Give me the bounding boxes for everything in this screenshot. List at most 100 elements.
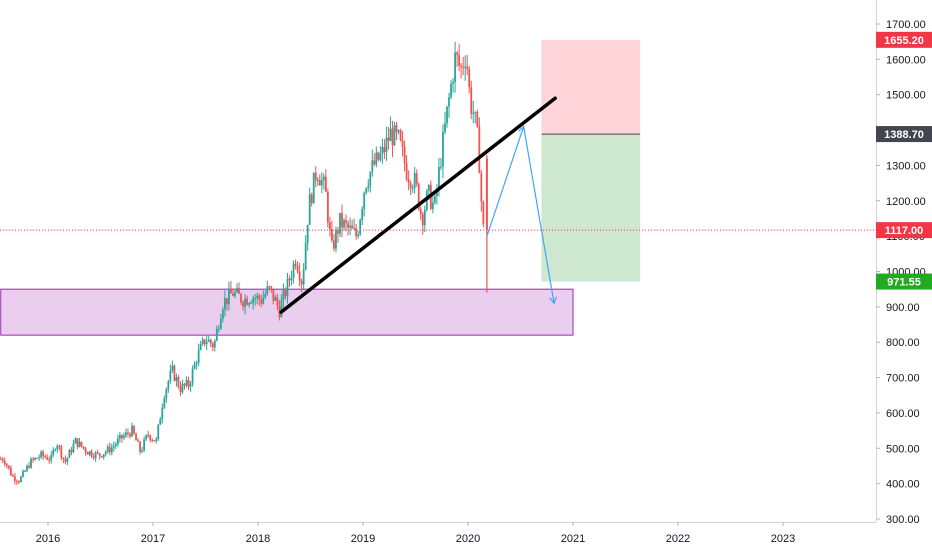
candle-body — [252, 298, 255, 303]
trendline[interactable] — [279, 96, 557, 314]
price-tag-background — [876, 222, 932, 239]
candle-body — [173, 365, 176, 381]
price-tag-background — [876, 126, 932, 143]
candle-body — [30, 458, 32, 468]
candle-body — [335, 229, 337, 249]
candle-body — [187, 380, 190, 387]
candle-body — [62, 457, 65, 460]
candle-body — [377, 152, 380, 160]
x-axis-tick-label: 2023 — [771, 533, 795, 545]
y-axis-tick-label: 500.00 — [886, 443, 920, 455]
candle-body — [324, 176, 327, 193]
candle-body — [242, 302, 244, 307]
candle-body — [228, 288, 230, 305]
candle-body — [234, 291, 236, 296]
candle-body — [387, 137, 390, 142]
y-axis-tick-label: 400.00 — [886, 479, 920, 491]
candle-body — [452, 82, 454, 84]
candle-body — [118, 434, 121, 439]
candle-body — [58, 445, 61, 447]
projection-arrowhead-up — [518, 125, 526, 134]
projection-arrowhead-down — [549, 296, 557, 305]
candle-body — [294, 263, 297, 266]
candle-body — [88, 451, 91, 455]
candle-body — [298, 271, 301, 281]
candle-body — [32, 458, 34, 460]
candle-body — [268, 286, 271, 288]
candle-body — [474, 111, 477, 113]
candle-body — [96, 452, 99, 454]
candle-body — [175, 377, 178, 381]
candle-body — [189, 383, 192, 387]
candle-body — [135, 433, 137, 441]
short-position-risk-zone[interactable] — [541, 39, 641, 135]
candle-body — [161, 407, 164, 419]
candle-body — [485, 158, 488, 231]
candle-body — [458, 54, 461, 66]
candle-body — [304, 243, 307, 270]
candle-body — [104, 451, 107, 455]
candle-body — [46, 457, 49, 460]
candle-body — [54, 449, 57, 451]
x-axis-tick-label: 2018 — [246, 533, 270, 545]
candle-body — [11, 475, 14, 477]
candle-body — [359, 220, 362, 235]
candle-body — [127, 432, 129, 434]
candle-body — [399, 130, 402, 141]
candle-body — [106, 446, 109, 452]
candle-body — [444, 123, 446, 133]
short-position-reward-zone[interactable] — [541, 134, 641, 282]
candle-body — [280, 300, 283, 318]
candle-body — [318, 179, 321, 186]
candle-body — [0, 458, 2, 460]
candle-body — [18, 481, 20, 483]
candle-body — [82, 446, 85, 449]
candle-body — [94, 452, 97, 458]
candle-body — [84, 448, 87, 453]
candle-body — [470, 87, 473, 114]
candle-body — [423, 210, 426, 226]
y-axis-tick-label: 1600.00 — [886, 54, 926, 66]
candle-body — [351, 225, 353, 229]
candle-body — [448, 97, 450, 107]
candle-body — [80, 441, 83, 447]
candle-body — [137, 440, 139, 442]
candle-body — [24, 470, 26, 472]
candle-body — [236, 288, 238, 292]
candle-body — [50, 455, 53, 461]
candle-body — [464, 66, 467, 68]
candle-body — [440, 166, 442, 168]
candle-body — [349, 225, 351, 228]
candle-body — [326, 192, 329, 223]
candle-body — [219, 318, 222, 329]
candle-body — [391, 128, 394, 146]
candle-body — [129, 433, 131, 437]
candle-body — [302, 269, 305, 285]
candle-body — [207, 339, 210, 342]
candle-body — [478, 126, 481, 174]
candle-body — [258, 295, 261, 300]
y-axis-tick-label: 1700.00 — [886, 19, 926, 31]
candle-body — [3, 461, 6, 465]
support-zone-rect[interactable] — [0, 288, 574, 336]
candle-body — [64, 459, 67, 462]
candle-body — [383, 146, 386, 153]
candle-body — [413, 173, 416, 188]
candle-body — [389, 128, 392, 142]
candle-body — [292, 263, 295, 278]
candle-body — [367, 185, 370, 189]
candle-body — [90, 451, 93, 457]
candle-body — [223, 298, 226, 310]
time-axis[interactable]: 2016 2017 2018 2019 2020 2021 2022 2023 — [36, 522, 795, 545]
candle-body — [74, 438, 77, 444]
candle-body — [395, 125, 398, 132]
candle-body — [314, 172, 317, 181]
price-tag-background — [876, 273, 932, 290]
price-tag: 971.55 — [876, 273, 932, 290]
candle-body — [462, 66, 465, 68]
candle-body — [260, 299, 263, 304]
candle-body — [296, 265, 299, 272]
candle-body — [22, 471, 24, 477]
